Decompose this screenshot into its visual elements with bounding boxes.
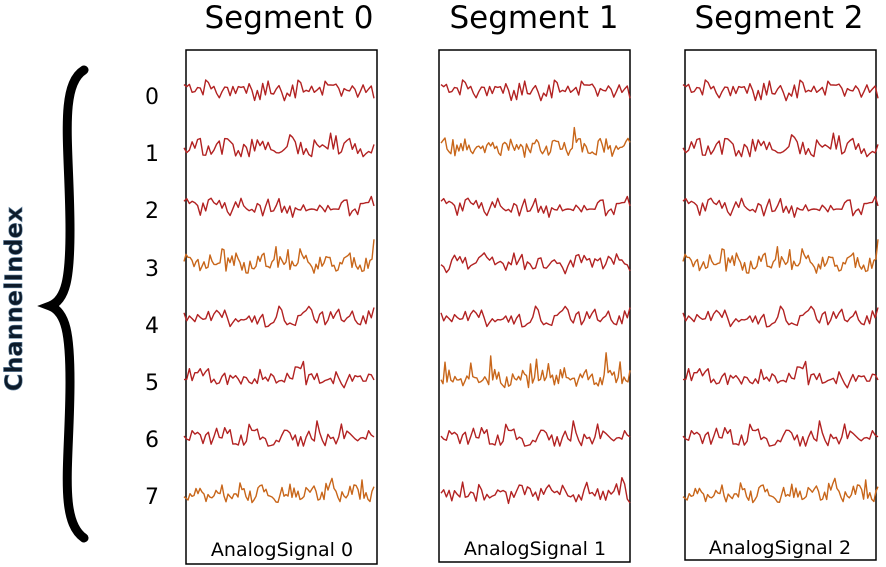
channelindex-axis-label: ChannelIndex [0,206,28,391]
segment-2: Segment 2 AnalogSignal 2 [683,0,878,560]
signal-trace-seg2-ch0 [683,80,878,101]
segment-traces-0 [184,80,374,503]
signal-trace-seg1-ch3 [441,253,630,274]
signal-trace-seg2-ch1 [683,133,878,156]
signal-trace-seg1-ch2 [441,197,630,218]
signal-trace-seg1-ch4 [441,306,630,327]
signal-trace-seg2-ch3 [683,239,878,273]
channel-label-4: 4 [145,314,159,339]
segment-frame-0 [186,50,377,564]
signal-trace-seg0-ch7 [184,478,374,502]
signal-label-0: AnalogSignal 0 [211,539,353,561]
channel-label-7: 7 [145,485,159,510]
signal-trace-seg2-ch5 [683,362,878,388]
signal-trace-seg0-ch4 [184,306,374,327]
channel-label-2: 2 [145,199,159,224]
signal-trace-seg2-ch4 [683,306,878,327]
segment-0: Segment 0 AnalogSignal 0 [184,0,377,564]
segment-frame-1 [439,50,630,562]
signal-trace-seg2-ch7 [683,478,878,502]
signal-trace-seg0-ch2 [184,197,374,218]
segment-title-1: Segment 1 [449,0,618,36]
channel-label-0: 0 [145,85,159,110]
segment-title-2: Segment 2 [694,0,863,36]
signal-label-1: AnalogSignal 1 [464,538,606,560]
signal-trace-seg1-ch5 [441,353,630,388]
signal-trace-seg1-ch6 [441,421,630,446]
channel-label-5: 5 [145,371,159,396]
segment-1: Segment 1 AnalogSignal 1 [439,0,630,562]
segment-frame-2 [685,50,876,560]
signal-trace-seg0-ch0 [184,80,374,101]
signal-trace-seg1-ch7 [441,478,630,504]
segment-traces-2 [683,80,878,503]
segment-title-0: Segment 0 [204,0,373,36]
channel-labels: 0 1 2 3 4 5 6 7 [145,85,159,510]
signal-label-2: AnalogSignal 2 [709,537,851,559]
signal-trace-seg2-ch6 [683,421,878,446]
signal-trace-seg2-ch2 [683,197,878,218]
channelindex-brace [50,70,84,538]
signal-trace-seg1-ch0 [441,80,630,101]
signal-trace-seg0-ch1 [184,133,374,156]
channel-label-1: 1 [145,142,159,167]
signal-trace-seg1-ch1 [441,128,630,158]
signal-trace-seg0-ch3 [184,239,374,273]
signal-trace-seg0-ch5 [184,362,374,388]
segment-traces-1 [441,80,630,503]
channel-label-3: 3 [145,257,159,282]
channel-label-6: 6 [145,428,159,453]
signal-trace-seg0-ch6 [184,421,374,446]
